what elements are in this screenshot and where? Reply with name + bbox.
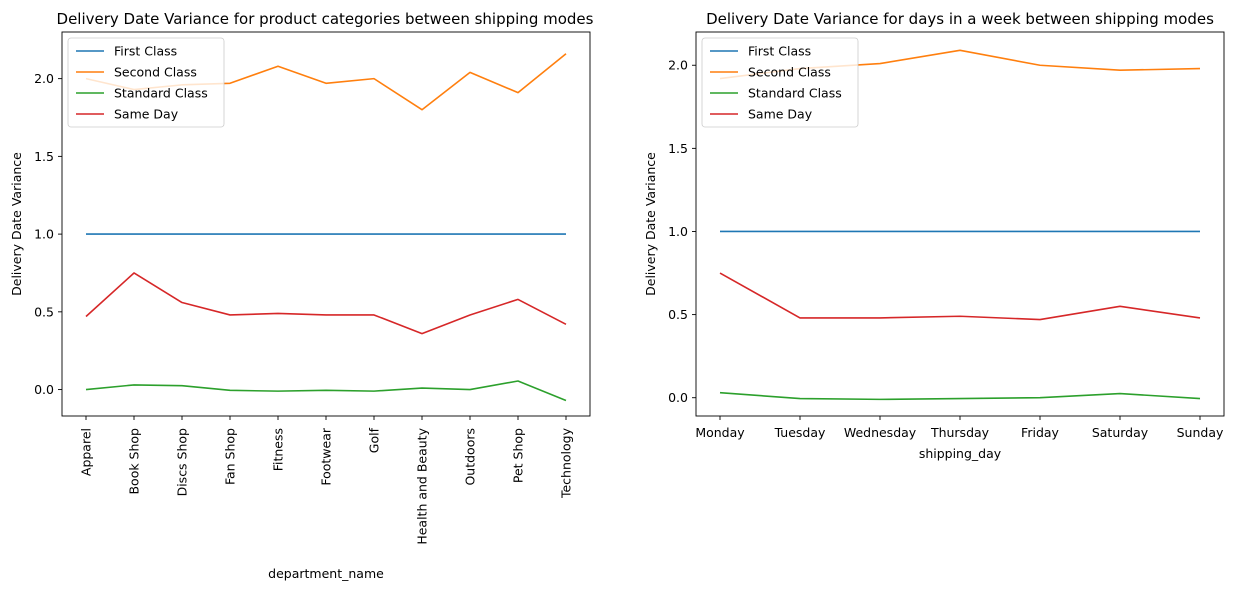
- series-line-standard-class: [85, 380, 567, 402]
- legend-label-same-day: Same Day: [748, 107, 813, 122]
- y-tick-label: 2.0: [34, 71, 54, 86]
- chart-product-categories: Delivery Date Variance for product categ…: [9, 10, 594, 581]
- legend-label-same-day: Same Day: [114, 107, 179, 122]
- y-tick-label: 1.0: [34, 227, 54, 242]
- y-tick-label: 0.0: [34, 382, 54, 397]
- x-tick-label: Wednesday: [844, 425, 917, 440]
- y-axis-label: Delivery Date Variance: [643, 152, 658, 296]
- y-tick-label: 2.0: [668, 58, 688, 73]
- x-tick-label: Friday: [1021, 425, 1059, 440]
- series-line-same-day: [719, 272, 1201, 321]
- legend-label-first-class: First Class: [114, 44, 177, 59]
- y-axis-label: Delivery Date Variance: [9, 152, 24, 296]
- y-tick-label: 1.5: [668, 141, 688, 156]
- y-tick-label: 1.0: [668, 224, 688, 239]
- legend: First Class Second Class Standard Class Sam…: [701, 37, 859, 128]
- legend: First Class Second Class Standard Class Sam…: [67, 37, 225, 128]
- x-tick-label: Thursday: [930, 425, 990, 440]
- x-tick-label: Saturday: [1092, 425, 1149, 440]
- chart-title: Delivery Date Variance for days in a wee…: [706, 10, 1214, 28]
- legend-box: [67, 37, 225, 128]
- x-tick-label: Technology: [559, 427, 574, 499]
- x-tick-label: Discs Shop: [175, 428, 190, 496]
- legend-label-second-class: Second Class: [114, 65, 197, 80]
- chart-days-of-week: Delivery Date Variance for days in a wee…: [643, 10, 1225, 461]
- y-tick-label: 1.5: [34, 149, 54, 164]
- x-tick-label: Book Shop: [127, 428, 142, 495]
- x-tick-label: Apparel: [79, 428, 94, 476]
- y-tick-label: 0.5: [668, 307, 688, 322]
- x-tick-label: Tuesday: [774, 425, 826, 440]
- x-tick-label: Monday: [695, 425, 745, 440]
- x-axis-label: department_name: [268, 566, 384, 581]
- series-line-same-day: [85, 272, 567, 335]
- x-axis-label: shipping_day: [919, 446, 1002, 461]
- series-line-standard-class: [719, 391, 1201, 401]
- chart-title: Delivery Date Variance for product categ…: [57, 10, 594, 28]
- x-tick-label: Sunday: [1177, 425, 1224, 440]
- legend-label-second-class: Second Class: [748, 65, 831, 80]
- x-tick-label: Golf: [367, 427, 382, 453]
- legend-label-first-class: First Class: [748, 44, 811, 59]
- legend-label-standard-class: Standard Class: [748, 86, 842, 101]
- x-tick-label: Pet Shop: [511, 428, 526, 483]
- y-tick-label: 0.5: [34, 304, 54, 319]
- legend-box: [701, 37, 859, 128]
- x-tick-label: Outdoors: [463, 428, 478, 486]
- x-tick-label: Footwear: [319, 427, 334, 486]
- x-tick-label: Fan Shop: [223, 428, 238, 485]
- x-tick-label: Fitness: [271, 428, 286, 471]
- legend-label-standard-class: Standard Class: [114, 86, 208, 101]
- x-tick-label: Health and Beauty: [415, 427, 430, 544]
- y-tick-label: 0.0: [668, 390, 688, 405]
